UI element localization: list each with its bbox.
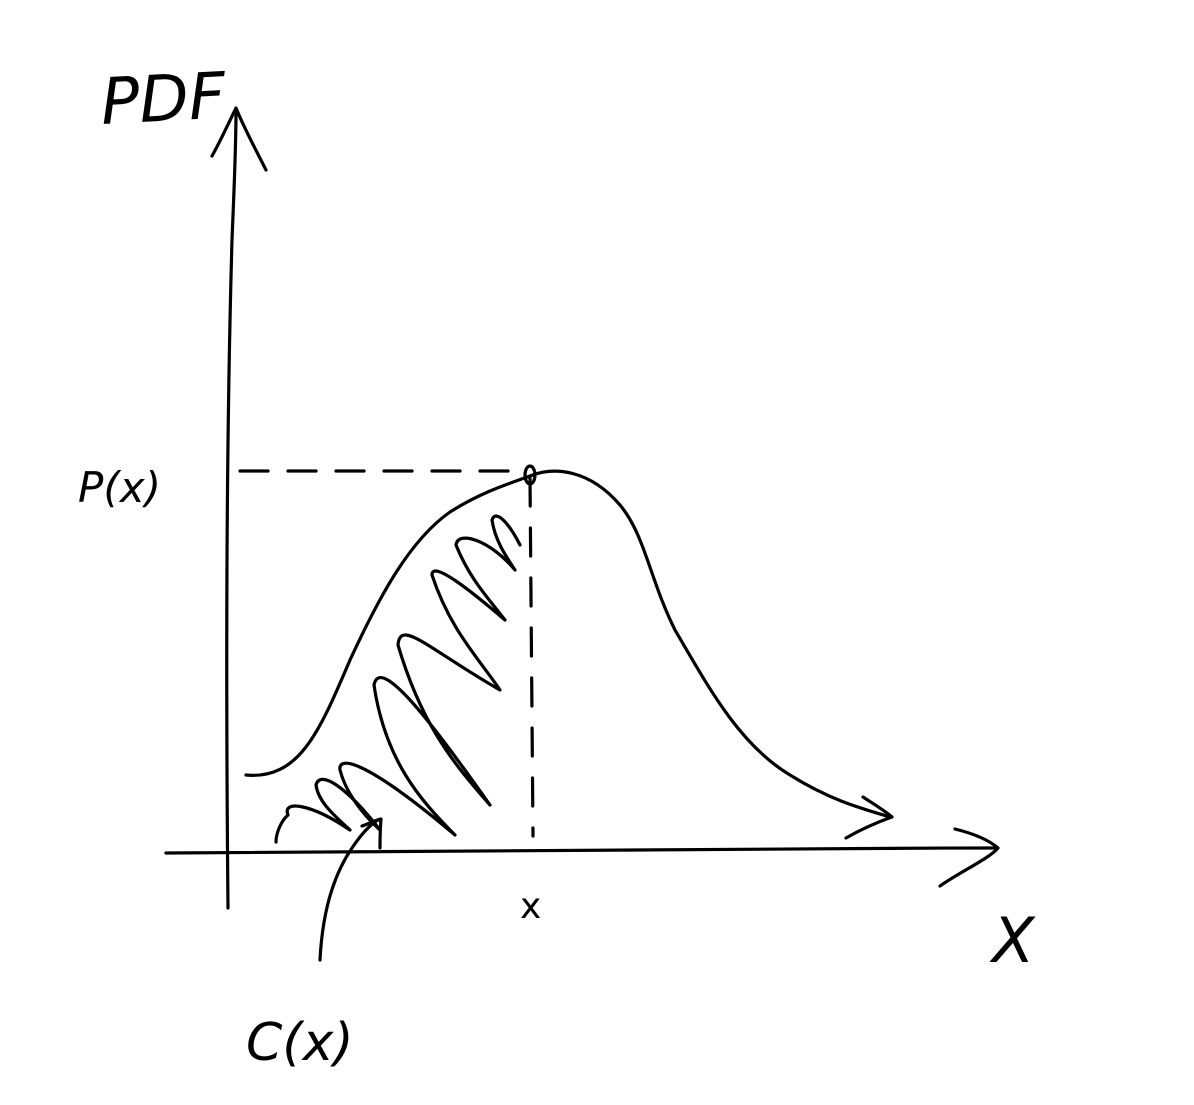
- cdf-pointer-arrow: [318, 818, 380, 962]
- pdf-curve: [244, 469, 892, 819]
- x-mark-label: x: [520, 886, 541, 927]
- y-axis-label: PDF: [99, 59, 229, 139]
- x-axis-arrowhead: [938, 827, 1000, 888]
- x-axis: [164, 827, 1000, 888]
- x-dashed-line: [528, 476, 535, 838]
- peak-value-label: P(x): [78, 463, 161, 512]
- cdf-shading: [274, 514, 522, 844]
- peak-point: [523, 464, 537, 486]
- y-axis: [210, 106, 268, 910]
- y-axis-arrowhead: [210, 106, 268, 172]
- cdf-label: C(x): [246, 1013, 354, 1073]
- cdf-pointer-arrowhead: [360, 817, 383, 850]
- pdf-curve-arrowhead: [844, 795, 894, 840]
- x-axis-label: X: [989, 904, 1036, 977]
